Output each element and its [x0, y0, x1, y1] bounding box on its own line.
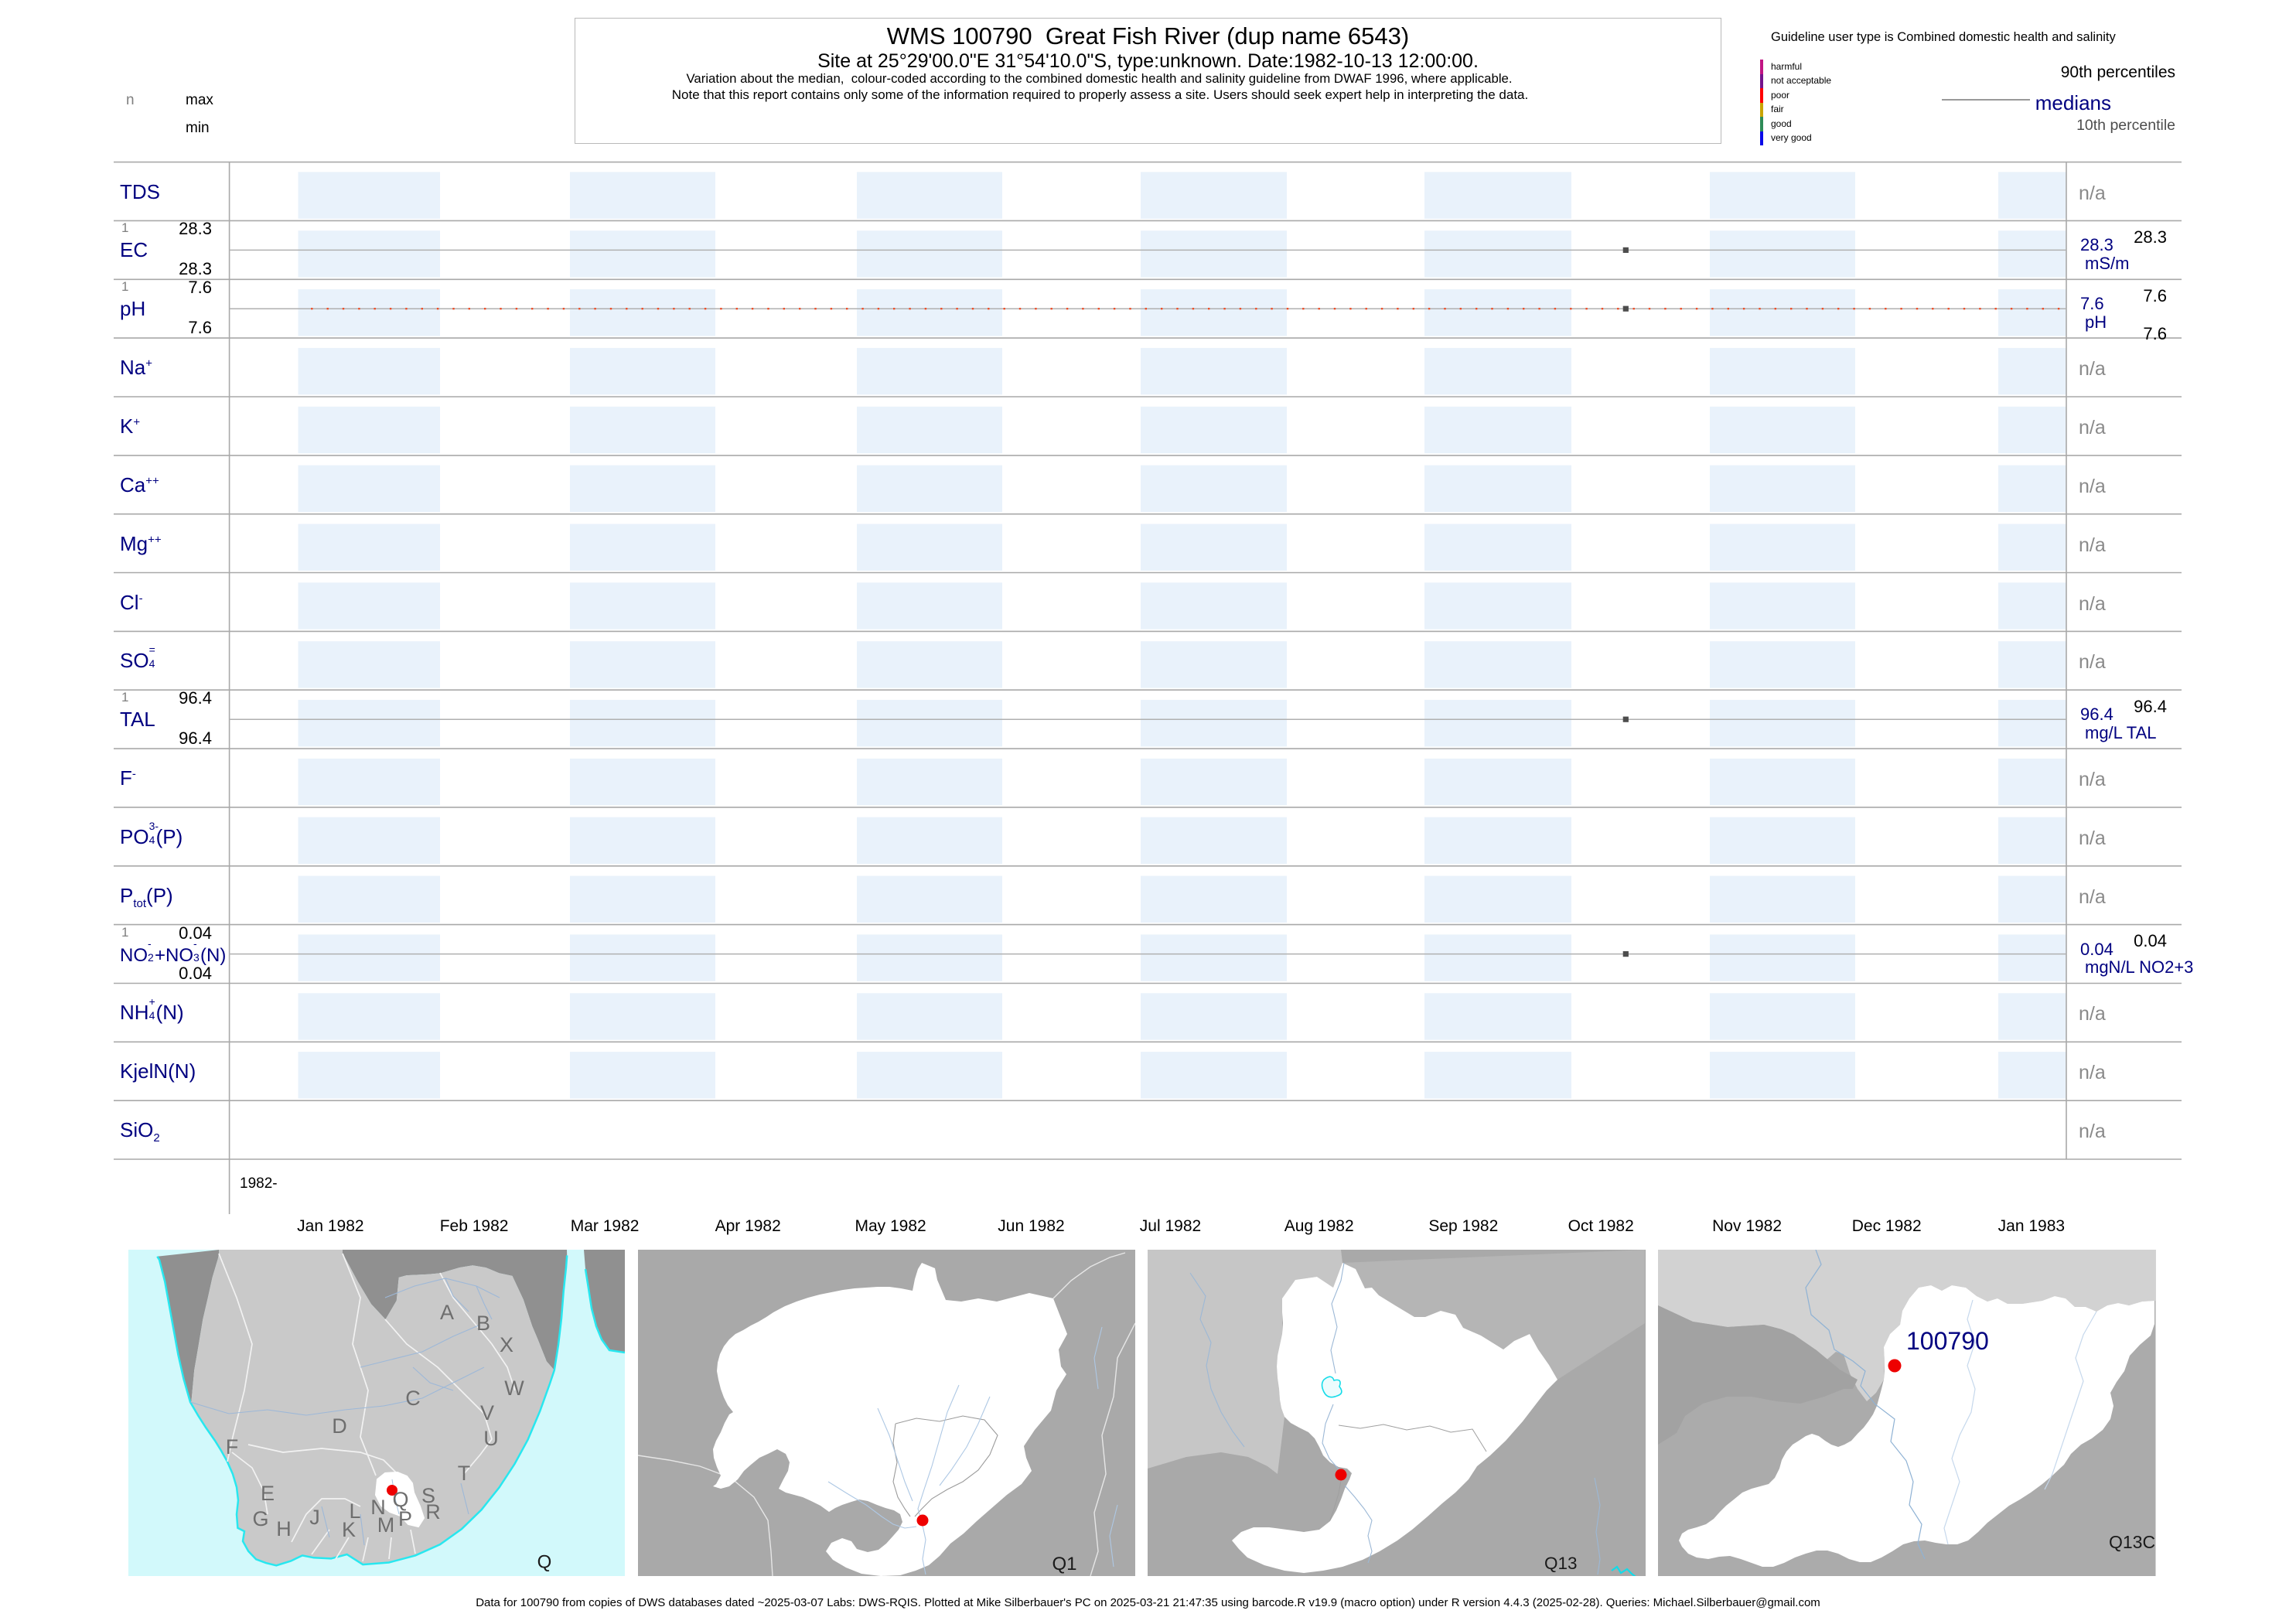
svg-text:Q13C: Q13C	[2109, 1532, 2155, 1552]
svg-text:M: M	[377, 1513, 394, 1537]
svg-text:F: F	[225, 1435, 238, 1459]
svg-text:X: X	[499, 1333, 513, 1356]
svg-text:V: V	[479, 1401, 493, 1424]
svg-text:C: C	[405, 1387, 421, 1410]
svg-text:L: L	[349, 1499, 360, 1523]
svg-text:B: B	[476, 1312, 490, 1335]
svg-text:A: A	[439, 1301, 453, 1324]
svg-text:S: S	[421, 1484, 435, 1507]
svg-text:H: H	[276, 1517, 292, 1540]
svg-text:N: N	[370, 1496, 386, 1519]
svg-text:100790: 100790	[1906, 1327, 1989, 1355]
svg-text:D: D	[332, 1414, 347, 1438]
svg-text:R: R	[425, 1500, 441, 1523]
svg-text:Q1: Q1	[1052, 1554, 1076, 1575]
svg-text:K: K	[341, 1518, 355, 1541]
svg-text:E: E	[260, 1482, 274, 1505]
svg-text:Q: Q	[537, 1552, 551, 1573]
svg-text:P: P	[397, 1507, 411, 1530]
svg-text:W: W	[504, 1377, 524, 1400]
svg-text:J: J	[309, 1506, 320, 1529]
svg-text:Q13: Q13	[1544, 1554, 1578, 1573]
svg-text:U: U	[483, 1427, 499, 1450]
svg-text:G: G	[252, 1507, 268, 1530]
svg-text:T: T	[457, 1462, 470, 1485]
svg-text:Q: Q	[392, 1488, 408, 1511]
